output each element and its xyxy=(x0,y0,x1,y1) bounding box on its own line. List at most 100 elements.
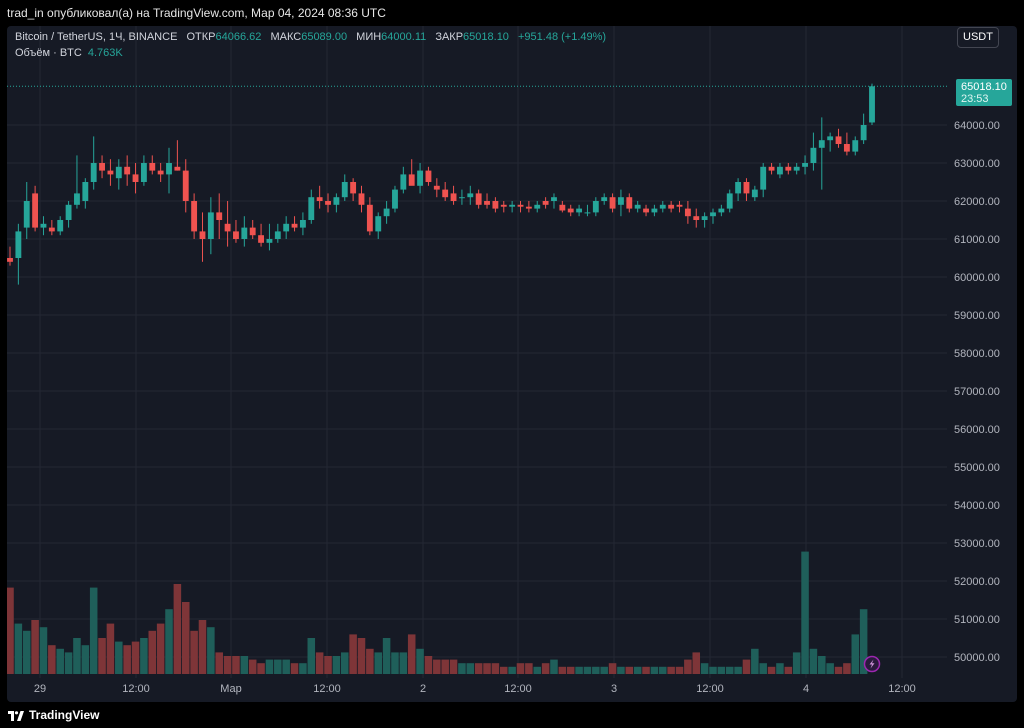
volume-bar xyxy=(340,652,349,674)
candle-body xyxy=(710,212,716,217)
candle-body xyxy=(199,231,206,239)
candle-body xyxy=(40,223,47,228)
candle-body xyxy=(48,227,55,232)
time-tick-label: 12:00 xyxy=(122,683,150,695)
candle-body xyxy=(299,220,306,228)
volume-bar xyxy=(240,656,249,674)
currency-button[interactable]: USDT xyxy=(957,27,999,48)
volume-label[interactable]: Объём · BTC xyxy=(15,47,82,59)
volume-bar xyxy=(566,666,575,674)
candle-body xyxy=(408,174,415,186)
candle-body xyxy=(174,166,181,171)
time-tick-label: 12:00 xyxy=(696,683,724,695)
candle-body xyxy=(500,204,507,207)
symbol-label[interactable]: Bitcoin / TetherUS, 1Ч, BINANCE xyxy=(15,31,178,43)
volume-bar xyxy=(64,652,73,674)
volume-bar xyxy=(332,656,341,674)
candle-body xyxy=(450,193,457,201)
volume-bar xyxy=(433,659,441,674)
candle-body xyxy=(458,197,465,199)
tradingview-brand[interactable]: TradingView xyxy=(8,708,99,722)
volume-bar xyxy=(106,623,115,674)
volume-bar xyxy=(650,666,659,674)
volume-bar xyxy=(265,659,274,674)
volume-bar xyxy=(190,630,198,674)
volume-bar xyxy=(633,666,642,674)
chart-panel[interactable]: 50000.00 51000.00 52000.00 53000.00 54000.00… xyxy=(7,26,1017,702)
candle-body xyxy=(99,163,105,171)
volume-bar xyxy=(290,663,299,674)
volume-bar xyxy=(48,645,56,674)
candle-body xyxy=(484,201,490,205)
candle-body xyxy=(659,204,666,209)
volume-bar xyxy=(516,663,525,674)
candle-body xyxy=(149,163,156,171)
candle-body xyxy=(843,144,850,152)
change-value: +951.48 (+1.49%) xyxy=(518,31,607,43)
volume-bar xyxy=(801,551,809,674)
candle-body xyxy=(392,189,398,209)
candle-body xyxy=(65,204,72,220)
time-tick-label: 29 xyxy=(34,683,46,695)
candle-body xyxy=(241,227,248,239)
candle-body xyxy=(793,166,800,171)
candle-body xyxy=(258,235,264,243)
volume-bar xyxy=(73,638,81,674)
lightning-icon[interactable] xyxy=(863,655,881,673)
volume-bar xyxy=(399,652,408,674)
time-axis[interactable]: 29 12:00 Мар 12:00 2 12:00 3 12:00 4 12:00 xyxy=(34,683,916,695)
price-tick-label: 59000.00 xyxy=(954,310,1000,322)
tradingview-logo-icon xyxy=(8,710,24,721)
volume-bar xyxy=(700,663,709,674)
candle-body xyxy=(718,208,725,213)
volume-bar xyxy=(131,641,140,674)
price-tick-label: 50000.00 xyxy=(954,652,1000,664)
candle-body xyxy=(592,201,599,213)
candle-body xyxy=(668,204,675,209)
volume-bar xyxy=(851,634,860,674)
close-label: ЗАКР xyxy=(435,31,464,43)
candle-body xyxy=(852,140,859,152)
price-tick-label: 62000.00 xyxy=(954,196,1000,208)
time-tick-label: 4 xyxy=(803,683,809,695)
candle-body xyxy=(291,223,298,228)
price-chart[interactable]: 50000.00 51000.00 52000.00 53000.00 54000.00… xyxy=(7,26,1017,702)
volume-bar xyxy=(366,648,374,674)
volume-bar xyxy=(617,666,625,674)
candle-body xyxy=(860,125,867,141)
candle-body xyxy=(626,197,633,209)
volume-bar xyxy=(767,666,776,674)
volume-bar xyxy=(826,663,834,674)
candle-body xyxy=(517,204,524,207)
candle-body xyxy=(375,216,382,232)
candle-body xyxy=(584,212,591,214)
candle-body xyxy=(32,193,39,228)
candle-body xyxy=(23,201,30,228)
volume-bar xyxy=(458,663,466,674)
volume-bar xyxy=(14,623,23,674)
candle-body xyxy=(651,208,658,213)
candle-body xyxy=(341,182,348,198)
volume-bar xyxy=(592,666,600,674)
volume-bar xyxy=(809,648,818,674)
volume-bar xyxy=(215,652,223,674)
volume-bar xyxy=(583,666,592,674)
volume-bar xyxy=(198,620,207,674)
time-tick-label: 12:00 xyxy=(313,683,341,695)
time-tick-label: Мар xyxy=(220,683,242,695)
candle-body xyxy=(559,204,566,211)
publisher-text: trad_in опубликовал(а) на TradingView.co… xyxy=(7,6,386,20)
candle-body xyxy=(182,170,189,201)
candle-body xyxy=(760,166,767,190)
candle-body xyxy=(676,204,683,207)
candle-body xyxy=(743,182,750,194)
candle-body xyxy=(74,193,80,205)
volume-bar xyxy=(818,656,826,674)
volume-bar xyxy=(165,609,173,674)
price-axis[interactable]: 50000.00 51000.00 52000.00 53000.00 54000.00… xyxy=(954,120,1000,664)
volume-bar xyxy=(31,620,39,674)
volume-bar xyxy=(776,663,784,674)
volume-bar xyxy=(407,634,416,674)
volume-bar xyxy=(449,659,458,674)
legend-ohlc-row: Bitcoin / TetherUS, 1Ч, BINANCE ОТКР6406… xyxy=(15,29,612,45)
